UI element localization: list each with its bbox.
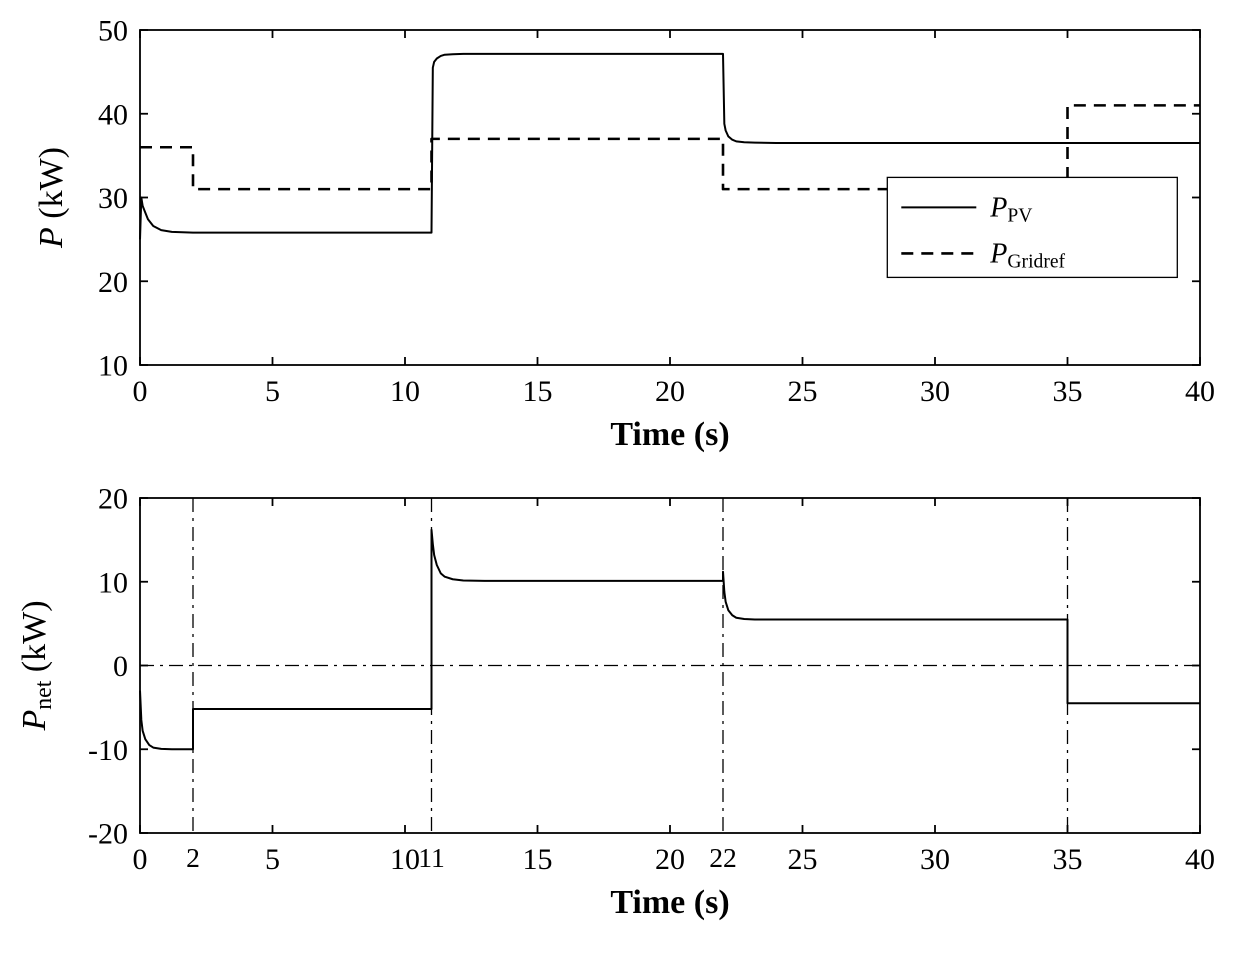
svg-text:Time (s): Time (s) (610, 884, 729, 921)
svg-text:40: 40 (1185, 375, 1215, 408)
svg-text:25: 25 (788, 375, 818, 408)
svg-text:10: 10 (390, 843, 420, 876)
svg-text:-20: -20 (88, 818, 128, 851)
svg-text:-10: -10 (88, 734, 128, 767)
chart-svg: 05101520253035401020304050Time (s)P (kW)… (0, 0, 1240, 966)
series-P_net (140, 530, 1200, 749)
svg-text:22: 22 (709, 842, 737, 873)
svg-text:Pnet (kW): Pnet (kW) (16, 600, 57, 731)
svg-text:40: 40 (1185, 843, 1215, 876)
svg-text:10: 10 (98, 350, 128, 383)
svg-text:2: 2 (186, 842, 200, 873)
svg-text:0: 0 (133, 375, 148, 408)
figure: 05101520253035401020304050Time (s)P (kW)… (0, 0, 1240, 966)
svg-text:40: 40 (98, 98, 128, 131)
svg-text:10: 10 (98, 566, 128, 599)
svg-text:15: 15 (523, 843, 553, 876)
series-P_Gridref (140, 105, 1200, 189)
svg-text:P (kW): P (kW) (33, 147, 70, 249)
svg-text:Time (s): Time (s) (610, 416, 729, 453)
svg-text:20: 20 (98, 483, 128, 516)
svg-text:20: 20 (655, 843, 685, 876)
svg-text:20: 20 (655, 375, 685, 408)
svg-text:30: 30 (920, 843, 950, 876)
svg-text:5: 5 (265, 843, 280, 876)
svg-text:11: 11 (418, 842, 445, 873)
svg-text:15: 15 (523, 375, 553, 408)
svg-text:35: 35 (1053, 843, 1083, 876)
svg-text:5: 5 (265, 375, 280, 408)
svg-text:50: 50 (98, 15, 128, 48)
svg-text:10: 10 (390, 375, 420, 408)
svg-text:25: 25 (788, 843, 818, 876)
svg-text:0: 0 (133, 843, 148, 876)
svg-text:20: 20 (98, 266, 128, 299)
svg-text:0: 0 (113, 650, 128, 683)
svg-text:30: 30 (98, 182, 128, 215)
svg-text:35: 35 (1053, 375, 1083, 408)
svg-text:30: 30 (920, 375, 950, 408)
